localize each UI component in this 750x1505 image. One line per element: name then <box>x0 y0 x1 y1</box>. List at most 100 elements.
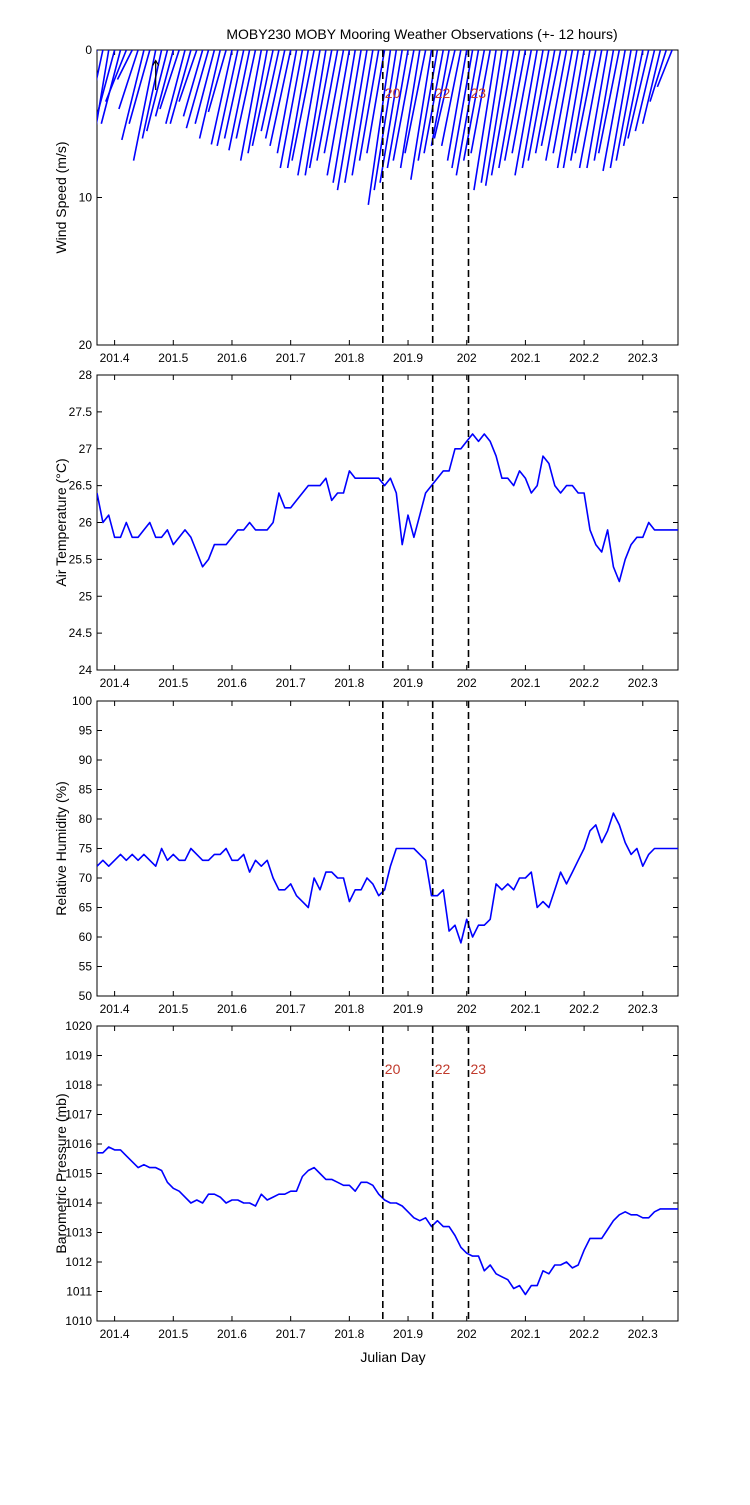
wind-stick <box>228 50 251 151</box>
wind-stick <box>182 50 204 117</box>
wind-stick <box>440 50 462 147</box>
wind-stick <box>540 50 562 147</box>
wind-stick <box>570 50 591 161</box>
series-line <box>97 433 678 583</box>
wind-stick <box>366 50 386 154</box>
wind-stick <box>373 50 398 191</box>
y-tick-label: 85 <box>79 783 93 797</box>
series-line <box>97 812 678 944</box>
y-axis-label: Wind Speed (m/s) <box>53 141 69 253</box>
wind-stick <box>399 50 421 169</box>
y-tick-label: 80 <box>79 812 93 826</box>
relative-humidity-panel: 50 55 60 65 70 75 80 85 90 95 100 201.4 201.5 201.6 20… <box>53 694 679 1016</box>
x-tick-label: 202.2 <box>569 1327 599 1341</box>
y-axis-label: Air Temperature (°C) <box>53 458 69 586</box>
wind-stick <box>251 50 274 147</box>
plot-area <box>97 50 673 205</box>
wind-stick <box>379 50 403 183</box>
wind-stick <box>552 50 574 154</box>
wind-stick <box>264 50 286 139</box>
wind-stick <box>297 50 321 176</box>
x-tick-label: 201.7 <box>276 1002 306 1016</box>
y-tick-label: 1010 <box>65 1314 92 1328</box>
x-tick-label: 201.4 <box>100 676 130 690</box>
x-tick-label: 201.6 <box>217 676 247 690</box>
wind-stick <box>649 50 668 102</box>
y-tick-label: 1019 <box>65 1049 92 1063</box>
wind-stick <box>430 50 450 147</box>
y-tick-label: 1016 <box>65 1137 92 1151</box>
wind-stick <box>480 50 503 183</box>
y-axis-label: Relative Humidity (%) <box>53 781 69 916</box>
x-tick-label: 201.4 <box>100 351 130 365</box>
wind-stick <box>351 50 374 176</box>
y-tick-label: 25 <box>79 589 93 603</box>
wind-stick <box>545 50 568 161</box>
wind-stick <box>323 50 345 154</box>
wind-stick <box>656 50 673 88</box>
y-tick-label: 90 <box>79 753 93 767</box>
series-line <box>97 1146 678 1296</box>
y-tick-label: 26.5 <box>69 479 93 493</box>
event-label: 23 <box>470 85 486 101</box>
y-tick-label: 1020 <box>65 1019 92 1033</box>
wind-stick <box>602 50 626 172</box>
wind-stick <box>260 50 280 132</box>
y-tick-label: 26 <box>79 516 93 530</box>
wind-speed-panel: 0 10 20 201.4 201.5 201.6 201.7 201.8 201.9 202 20… <box>53 43 679 365</box>
x-tick-label: 202.1 <box>510 1327 540 1341</box>
y-tick-label: 28 <box>79 368 93 382</box>
wind-stick <box>178 50 198 102</box>
wind-stick <box>291 50 315 161</box>
wind-stick <box>503 50 527 161</box>
y-tick-label: 75 <box>79 842 93 856</box>
y-tick-label: 10 <box>79 191 93 205</box>
x-tick-label: 201.5 <box>158 351 188 365</box>
wind-stick <box>521 50 544 169</box>
y-tick-label: 25.5 <box>69 552 93 566</box>
wind-stick <box>574 50 597 154</box>
x-tick-label: 201.9 <box>393 351 423 365</box>
wind-stick <box>223 50 245 139</box>
wind-stick <box>97 50 116 119</box>
x-tick-label: 201.5 <box>158 676 188 690</box>
air-temperature-panel: 24 24.5 25 25.5 26 26.5 27 27.5 28 201.4 201.5 201.… <box>53 368 679 690</box>
y-tick-label: 55 <box>79 960 93 974</box>
x-tick-label: 202.2 <box>569 676 599 690</box>
y-tick-label: 20 <box>79 338 93 352</box>
wind-stick <box>286 50 310 169</box>
wind-stick <box>597 50 621 154</box>
x-tick-label: 201.7 <box>276 351 306 365</box>
y-tick-label: 70 <box>79 871 93 885</box>
x-tick-label: 202.3 <box>628 1002 658 1016</box>
wind-stick <box>104 50 128 102</box>
wind-stick <box>634 50 656 132</box>
wind-stick <box>194 50 216 124</box>
wind-stick <box>562 50 585 169</box>
wind-stick <box>344 50 368 183</box>
plot-area <box>97 433 678 583</box>
y-axis-label: Barometric Pressure (mb) <box>53 1093 69 1253</box>
x-tick-label: 201.5 <box>158 1327 188 1341</box>
wind-stick <box>279 50 304 169</box>
y-tick-label: 50 <box>79 989 93 1003</box>
event-label: 20 <box>385 85 401 101</box>
wind-stick <box>514 50 538 176</box>
y-tick-label: 100 <box>72 694 92 708</box>
wind-stick <box>367 50 392 205</box>
y-tick-label: 95 <box>79 724 93 738</box>
event-label: 22 <box>435 85 451 101</box>
wind-stick <box>165 50 186 124</box>
y-tick-label: 27.5 <box>69 405 93 419</box>
x-tick-label: 202.1 <box>510 676 540 690</box>
wind-stick <box>484 50 509 186</box>
event-label: 22 <box>435 1061 451 1077</box>
wind-stick <box>556 50 580 169</box>
x-tick-label: 201.7 <box>276 1327 306 1341</box>
wind-stick <box>615 50 638 161</box>
x-tick-label: 201.8 <box>334 676 364 690</box>
wind-stick <box>511 50 533 154</box>
x-tick-label: 202.1 <box>510 1002 540 1016</box>
x-tick-label: 201.9 <box>393 1002 423 1016</box>
